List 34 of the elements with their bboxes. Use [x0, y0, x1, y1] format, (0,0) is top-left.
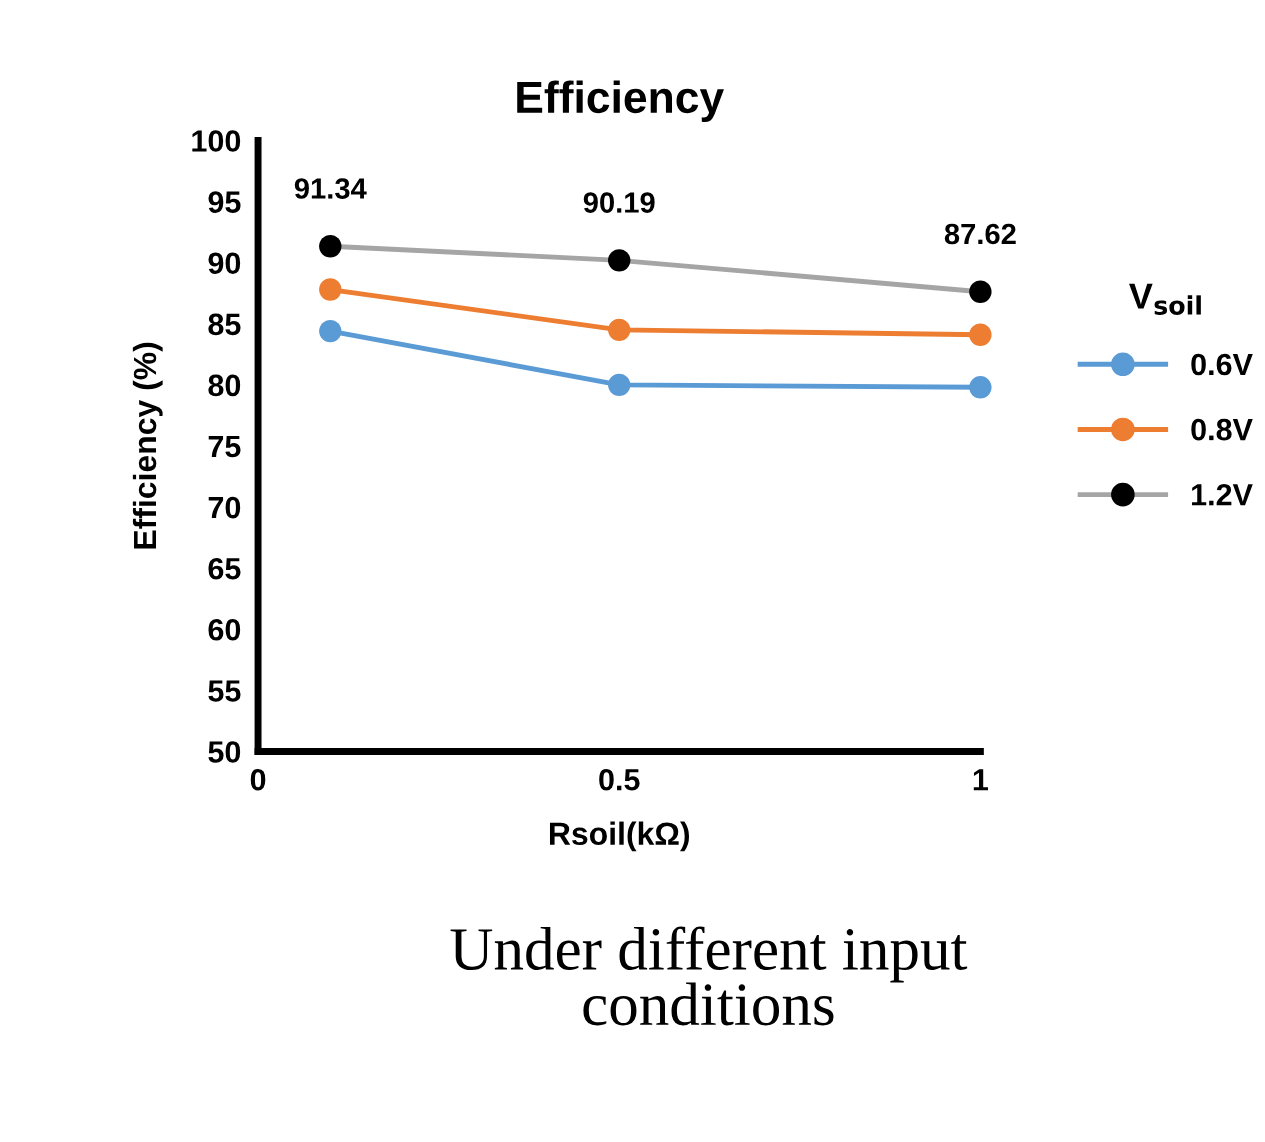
point [608, 249, 631, 272]
y-axis-title: Efficiency (%) [132, 342, 163, 549]
text: Under different input conditions [450, 926, 968, 1026]
y-tick-label: 70 [208, 496, 241, 519]
point [608, 373, 631, 397]
data-label: 91.34 [294, 178, 367, 199]
x-tick-label: 0.5 [599, 768, 640, 791]
data-label: 90.19 [583, 192, 655, 213]
y-tick-label: 55 [208, 680, 241, 702]
point [969, 376, 992, 399]
y-tick-label: 65 [208, 557, 241, 580]
legend-title: V$_{soil}$ [1129, 283, 1201, 315]
x-tick-label: 0 [250, 768, 266, 791]
y-tick-label: 100 [192, 130, 241, 152]
point [319, 278, 342, 301]
data-label: 87.62 [944, 223, 1016, 245]
chart-title: Efficiency [517, 80, 724, 122]
point [608, 318, 631, 342]
x-tick-label: 1 [973, 769, 989, 791]
point [319, 319, 342, 343]
legend-label: 1.2V [1192, 483, 1253, 506]
x-axis-title: Rsoil(kΩ) [549, 821, 690, 852]
point [319, 235, 342, 258]
legend-label: 0.8V [1191, 418, 1253, 441]
y-tick-label: 90 [208, 252, 241, 275]
point [969, 323, 992, 346]
y-tick-label: 95 [208, 191, 241, 213]
point [969, 280, 992, 303]
y-tick-label: 60 [208, 618, 241, 641]
y-tick-label: 85 [208, 313, 241, 336]
y-tick-label: 75 [208, 436, 241, 458]
y-tick-label: 80 [208, 374, 241, 397]
legend-label: 0.6V [1191, 353, 1253, 376]
y-tick-label: 50 [208, 741, 241, 763]
